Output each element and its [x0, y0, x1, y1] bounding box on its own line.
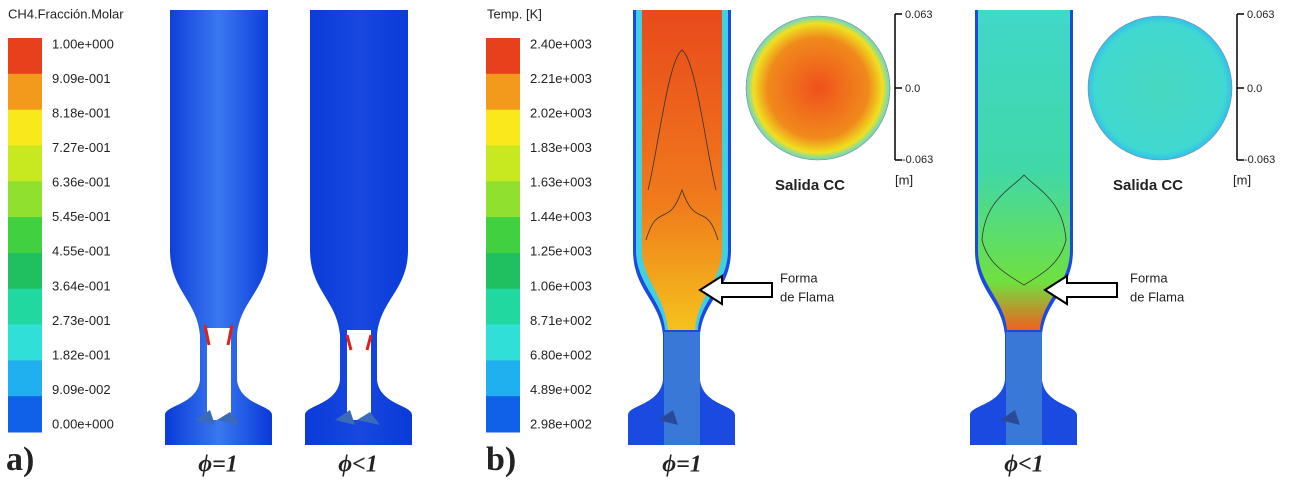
legend-label: 2.40e+003: [530, 36, 592, 51]
color-band: [486, 38, 520, 75]
legend-label: 7.27e-001: [52, 140, 111, 155]
legend-label: 6.36e-001: [52, 175, 111, 190]
case-label: ϕ=1: [198, 452, 238, 478]
color-band: [486, 217, 520, 254]
color-band: [8, 38, 42, 75]
panel-label: b): [486, 441, 516, 478]
legend-title: CH4.Fracción.Molar: [8, 6, 124, 21]
chamber-b1: [628, 10, 735, 445]
color-band: [486, 252, 520, 290]
scale-bar: [894, 13, 1244, 161]
legend-label: 2.98e+002: [530, 416, 592, 431]
color-band: [8, 217, 42, 254]
color-band: [486, 288, 520, 326]
color-band: [486, 109, 520, 146]
annotation: Forma: [780, 270, 818, 285]
legend-label: 1.63e+003: [530, 175, 592, 190]
scale-label: -0.063: [902, 154, 933, 166]
color-band: [8, 73, 42, 111]
color-band: [8, 360, 42, 397]
scale-label: 0.063: [905, 9, 933, 21]
outlet-title: Salida CC: [1113, 177, 1183, 194]
annotation: Forma: [1130, 270, 1168, 285]
legend-label: 1.83e+003: [530, 140, 592, 155]
color-band: [8, 145, 42, 182]
color-band: [8, 109, 42, 146]
outlet-title: Salida CC: [775, 177, 845, 194]
color-band: [8, 181, 42, 218]
scale-label: 0.0: [1247, 83, 1262, 95]
color-band: [486, 145, 520, 182]
legend-a: CH4.Fracción.Molar 1.00e+000 9.09e-001 8.1…: [8, 6, 124, 433]
scale-label: -0.063: [1244, 154, 1275, 166]
legend-label: 2.21e+003: [530, 71, 592, 86]
legend-label: 3.64e-001: [52, 278, 111, 293]
annotation: de Flama: [1130, 289, 1185, 304]
legend-label: 4.89e+002: [530, 382, 592, 397]
color-band: [8, 288, 42, 326]
outlet-unit: [m]: [895, 172, 913, 187]
legend-label: 1.25e+003: [530, 244, 592, 259]
legend-label: 1.00e+000: [52, 36, 114, 51]
legend-label: 8.71e+002: [530, 313, 592, 328]
case-label: ϕ<1: [1004, 452, 1044, 478]
legend-label: 9.09e-001: [52, 71, 111, 86]
legend-label: 9.09e-002: [52, 382, 111, 397]
scale-label: 0.063: [1247, 9, 1275, 21]
color-band: [8, 396, 42, 433]
color-band: [486, 324, 520, 361]
arrow: [1043, 274, 1118, 306]
legend-b: Temp. [K] 2.40e+003 2.21e+003 2.02e+003 1.8…: [486, 6, 592, 433]
outlet-unit: [m]: [1233, 172, 1251, 187]
legend-label: 0.00e+000: [52, 416, 114, 431]
legend-label: 8.18e-001: [52, 106, 111, 121]
legend-title: Temp. [K]: [487, 6, 542, 21]
color-band: [8, 324, 42, 361]
chamber-a1: [165, 10, 272, 445]
chamber-a2: [305, 10, 412, 445]
color-band: [486, 181, 520, 218]
color-band: [486, 396, 520, 433]
scale-label: 0.0: [905, 83, 920, 95]
legend-label: 2.73e-001: [52, 313, 111, 328]
panel-label: a): [6, 441, 34, 478]
legend-label: 2.02e+003: [530, 106, 592, 121]
case-label: ϕ<1: [338, 452, 378, 478]
legend-label: 5.45e-001: [52, 209, 111, 224]
outlet-disc: [745, 15, 891, 161]
legend-label: 6.80e+002: [530, 347, 592, 362]
color-band: [8, 252, 42, 290]
legend-label: 4.55e-001: [52, 244, 111, 259]
annotation: de Flama: [780, 289, 835, 304]
legend-label: 1.44e+003: [530, 209, 592, 224]
outlet-disc: [1087, 15, 1233, 161]
arrow: [698, 274, 773, 306]
legend-label: 1.06e+003: [530, 278, 592, 293]
color-band: [486, 73, 520, 111]
chamber-b2: [970, 10, 1077, 445]
case-label: ϕ=1: [662, 452, 702, 478]
color-band: [486, 360, 520, 397]
legend-label: 1.82e-001: [52, 347, 111, 362]
